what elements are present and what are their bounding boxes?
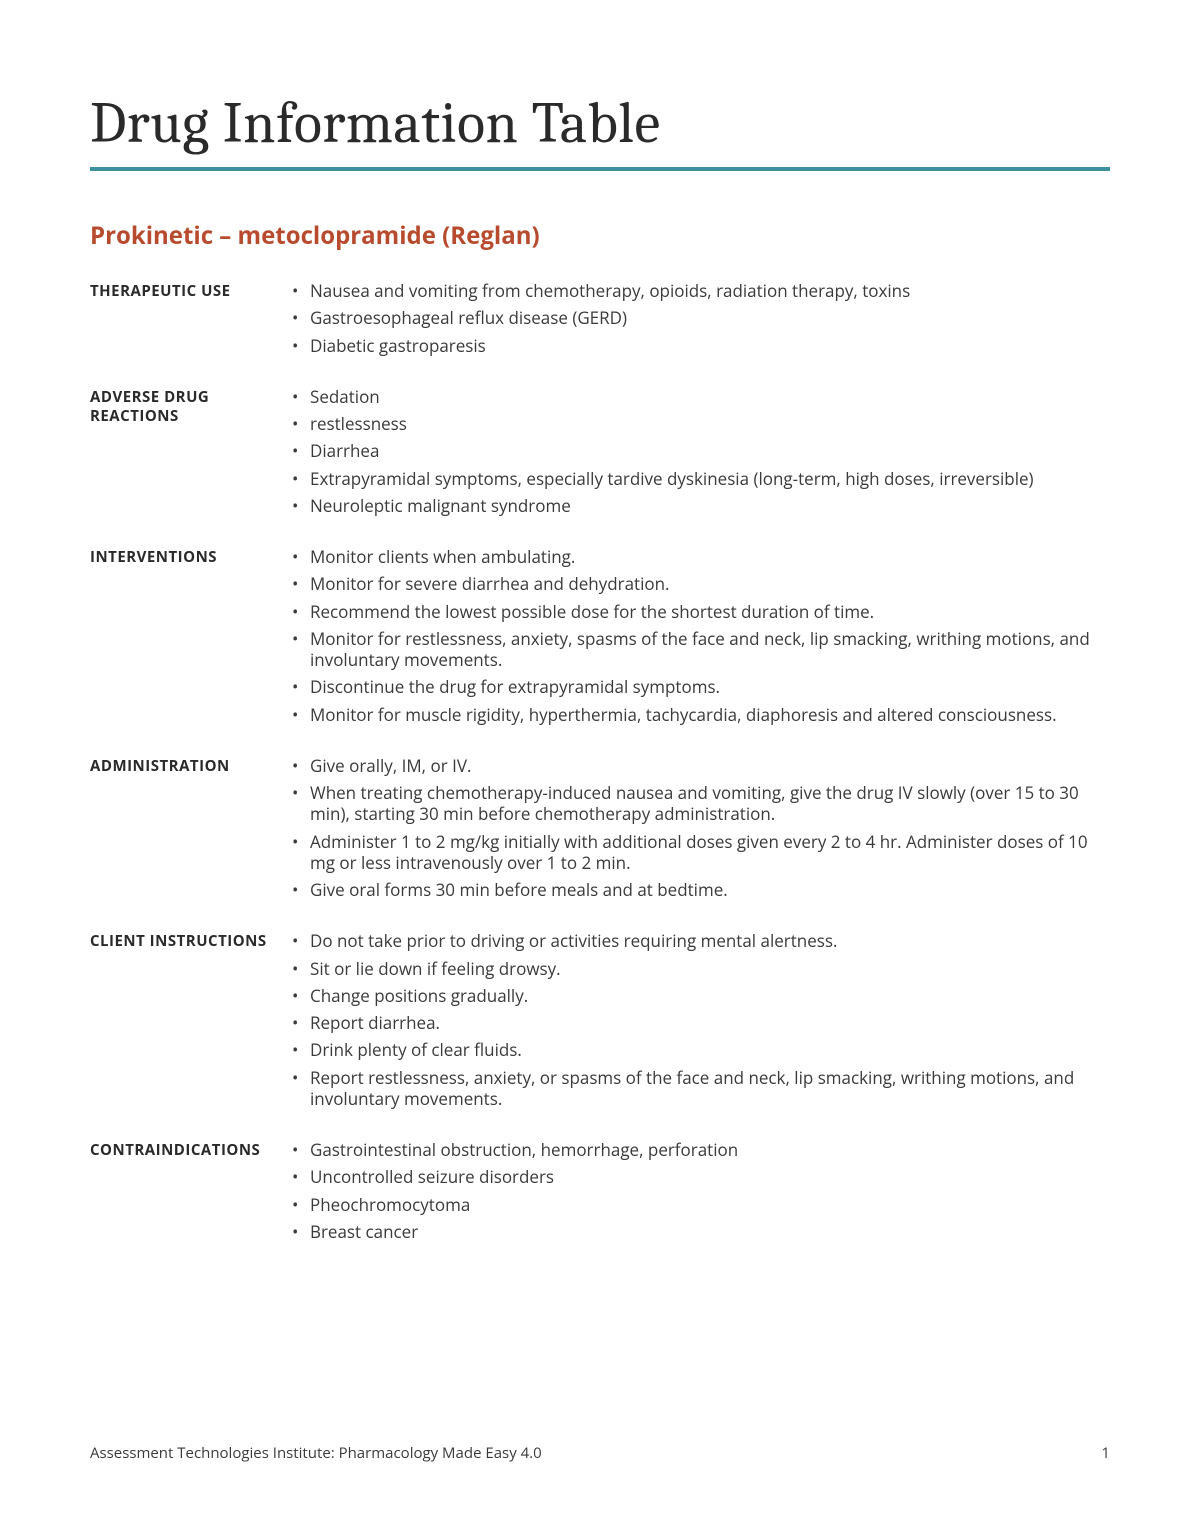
list-item: Give orally, IM, or IV.: [290, 755, 1110, 776]
list-item: Pheochromocytoma: [290, 1194, 1110, 1215]
list-item: Sit or lie down if feeling drowsy.: [290, 958, 1110, 979]
list-item: Diarrhea: [290, 440, 1110, 461]
list-item: Extrapyramidal symptoms, especially tard…: [290, 468, 1110, 489]
section-interventions: INTERVENTIONS Monitor clients when ambul…: [90, 536, 1110, 745]
list-item: Uncontrolled seizure disorders: [290, 1166, 1110, 1187]
page-footer: Assessment Technologies Institute: Pharm…: [90, 1443, 1110, 1463]
section-contraindications: CONTRAINDICATIONS Gastrointestinal obstr…: [90, 1129, 1110, 1262]
section-label: CONTRAINDICATIONS: [90, 1139, 290, 1161]
list-item: Administer 1 to 2 mg/kg initially with a…: [290, 831, 1110, 874]
list-item: Do not take prior to driving or activiti…: [290, 930, 1110, 951]
list-item: Report diarrhea.: [290, 1012, 1110, 1033]
list-item: Gastrointestinal obstruction, hemorrhage…: [290, 1139, 1110, 1160]
list-item: Discontinue the drug for extrapyramidal …: [290, 676, 1110, 697]
section-adverse-reactions: ADVERSE DRUG REACTIONS Sedation restless…: [90, 376, 1110, 536]
list-item: Sedation: [290, 386, 1110, 407]
section-administration: ADMINISTRATION Give orally, IM, or IV. W…: [90, 745, 1110, 921]
section-content: Gastrointestinal obstruction, hemorrhage…: [290, 1139, 1110, 1248]
list-item: Breast cancer: [290, 1221, 1110, 1242]
list-item: Report restlessness, anxiety, or spasms …: [290, 1067, 1110, 1110]
section-content: Sedation restlessness Diarrhea Extrapyra…: [290, 386, 1110, 522]
list-item: restlessness: [290, 413, 1110, 434]
section-label: CLIENT INSTRUCTIONS: [90, 930, 290, 952]
page-number: 1: [1101, 1443, 1110, 1463]
section-client-instructions: CLIENT INSTRUCTIONS Do not take prior to…: [90, 920, 1110, 1129]
list-item: Drink plenty of clear fluids.: [290, 1039, 1110, 1060]
section-label: ADMINISTRATION: [90, 755, 290, 777]
list-item: Change positions gradually.: [290, 985, 1110, 1006]
section-label: ADVERSE DRUG REACTIONS: [90, 386, 290, 427]
list-item: Neuroleptic malignant syndrome: [290, 495, 1110, 516]
list-item: Monitor clients when ambulating.: [290, 546, 1110, 567]
drug-info-table: THERAPEUTIC USE Nausea and vomiting from…: [90, 270, 1110, 1262]
section-content: Nausea and vomiting from chemotherapy, o…: [290, 280, 1110, 362]
page-title: Drug Information Table: [90, 90, 1110, 171]
footer-source: Assessment Technologies Institute: Pharm…: [90, 1443, 542, 1463]
list-item: Monitor for severe diarrhea and dehydrat…: [290, 573, 1110, 594]
list-item: Give oral forms 30 min before meals and …: [290, 879, 1110, 900]
list-item: Gastroesophageal reflux disease (GERD): [290, 307, 1110, 328]
section-label: THERAPEUTIC USE: [90, 280, 290, 302]
section-content: Monitor clients when ambulating. Monitor…: [290, 546, 1110, 731]
list-item: Diabetic gastroparesis: [290, 335, 1110, 356]
section-content: Give orally, IM, or IV. When treating ch…: [290, 755, 1110, 907]
list-item: Recommend the lowest possible dose for t…: [290, 601, 1110, 622]
list-item: Monitor for restlessness, anxiety, spasm…: [290, 628, 1110, 671]
section-content: Do not take prior to driving or activiti…: [290, 930, 1110, 1115]
list-item: When treating chemotherapy-induced nause…: [290, 782, 1110, 825]
section-label: INTERVENTIONS: [90, 546, 290, 568]
list-item: Monitor for muscle rigidity, hyperthermi…: [290, 704, 1110, 725]
list-item: Nausea and vomiting from chemotherapy, o…: [290, 280, 1110, 301]
section-therapeutic-use: THERAPEUTIC USE Nausea and vomiting from…: [90, 270, 1110, 376]
drug-heading: Prokinetic – metoclopramide (Reglan): [90, 219, 1110, 252]
